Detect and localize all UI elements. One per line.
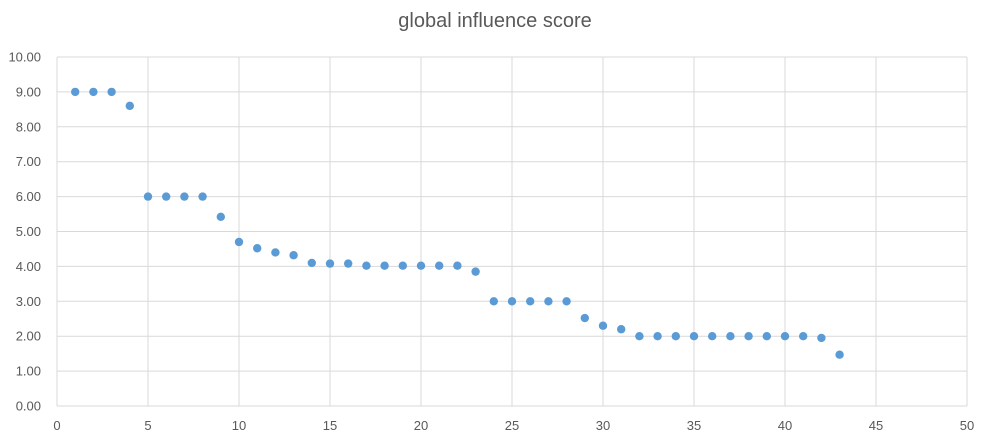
data-point (71, 87, 80, 97)
data-point (580, 313, 589, 323)
data-point (835, 350, 844, 359)
y-tick-label: 5.00 (16, 224, 41, 239)
data-point (671, 332, 680, 341)
data-point (344, 259, 353, 268)
data-point (507, 297, 517, 306)
chart-title: global influence score (398, 10, 592, 32)
data-point (726, 332, 735, 341)
x-tick-label: 20 (414, 418, 428, 433)
x-tick-label: 50 (960, 418, 974, 433)
data-point (471, 267, 480, 276)
x-tick-label: 10 (232, 418, 246, 433)
y-tick-label: 4.00 (16, 259, 41, 274)
data-point (253, 244, 262, 253)
data-point (689, 332, 699, 341)
y-tick-labels: 0.00 1.00 2.00 3.00 4.00 5.00 6.00 7.00 8.00 9.00… (8, 50, 41, 414)
x-tick-label: 15 (323, 418, 337, 433)
x-tick-label: 0 (53, 418, 60, 433)
x-tick-label: 30 (596, 418, 610, 433)
x-tick-label: 5 (144, 418, 151, 433)
data-point (325, 259, 335, 268)
y-tick-label: 7.00 (16, 154, 41, 169)
x-tick-label: 45 (869, 418, 883, 433)
data-point (234, 237, 244, 247)
data-point (125, 101, 134, 111)
data-point (107, 87, 116, 97)
data-point (598, 321, 608, 330)
y-tick-label: 9.00 (16, 84, 41, 99)
x-tick-label: 25 (505, 418, 519, 433)
data-point (416, 261, 426, 270)
data-point (143, 192, 153, 201)
data-point (653, 332, 662, 341)
data-point (180, 192, 189, 201)
data-point (162, 192, 171, 201)
y-tick-label: 1.00 (16, 364, 41, 379)
data-point (453, 261, 462, 270)
data-point (435, 261, 444, 270)
data-point (216, 212, 225, 222)
grid-lines (56, 56, 968, 407)
data-point (635, 332, 644, 341)
data-points (71, 87, 844, 359)
data-point (762, 332, 771, 341)
data-point (271, 248, 280, 257)
y-tick-label: 8.00 (16, 119, 41, 134)
data-point (526, 297, 535, 306)
data-point (617, 325, 626, 334)
data-point (780, 332, 790, 341)
data-point (89, 87, 98, 97)
y-tick-label: 10.00 (8, 50, 41, 65)
y-tick-label: 0.00 (16, 399, 41, 414)
y-tick-label: 6.00 (16, 189, 41, 204)
x-tick-label: 35 (687, 418, 701, 433)
data-point (398, 261, 407, 270)
data-point (708, 332, 717, 341)
y-tick-label: 3.00 (16, 294, 41, 309)
data-point (362, 261, 371, 270)
y-tick-label: 2.00 (16, 329, 41, 344)
data-point (744, 332, 753, 341)
data-point (562, 297, 571, 306)
data-point (544, 297, 553, 306)
data-point (489, 297, 498, 306)
data-point (380, 261, 389, 270)
data-point (799, 332, 808, 341)
data-point (817, 333, 826, 343)
x-tick-labels: 0 5 10 15 20 25 30 35 40 45 50 (53, 418, 974, 433)
data-point (289, 251, 298, 260)
data-point (307, 258, 316, 268)
x-tick-label: 40 (778, 418, 792, 433)
data-point (198, 192, 207, 201)
